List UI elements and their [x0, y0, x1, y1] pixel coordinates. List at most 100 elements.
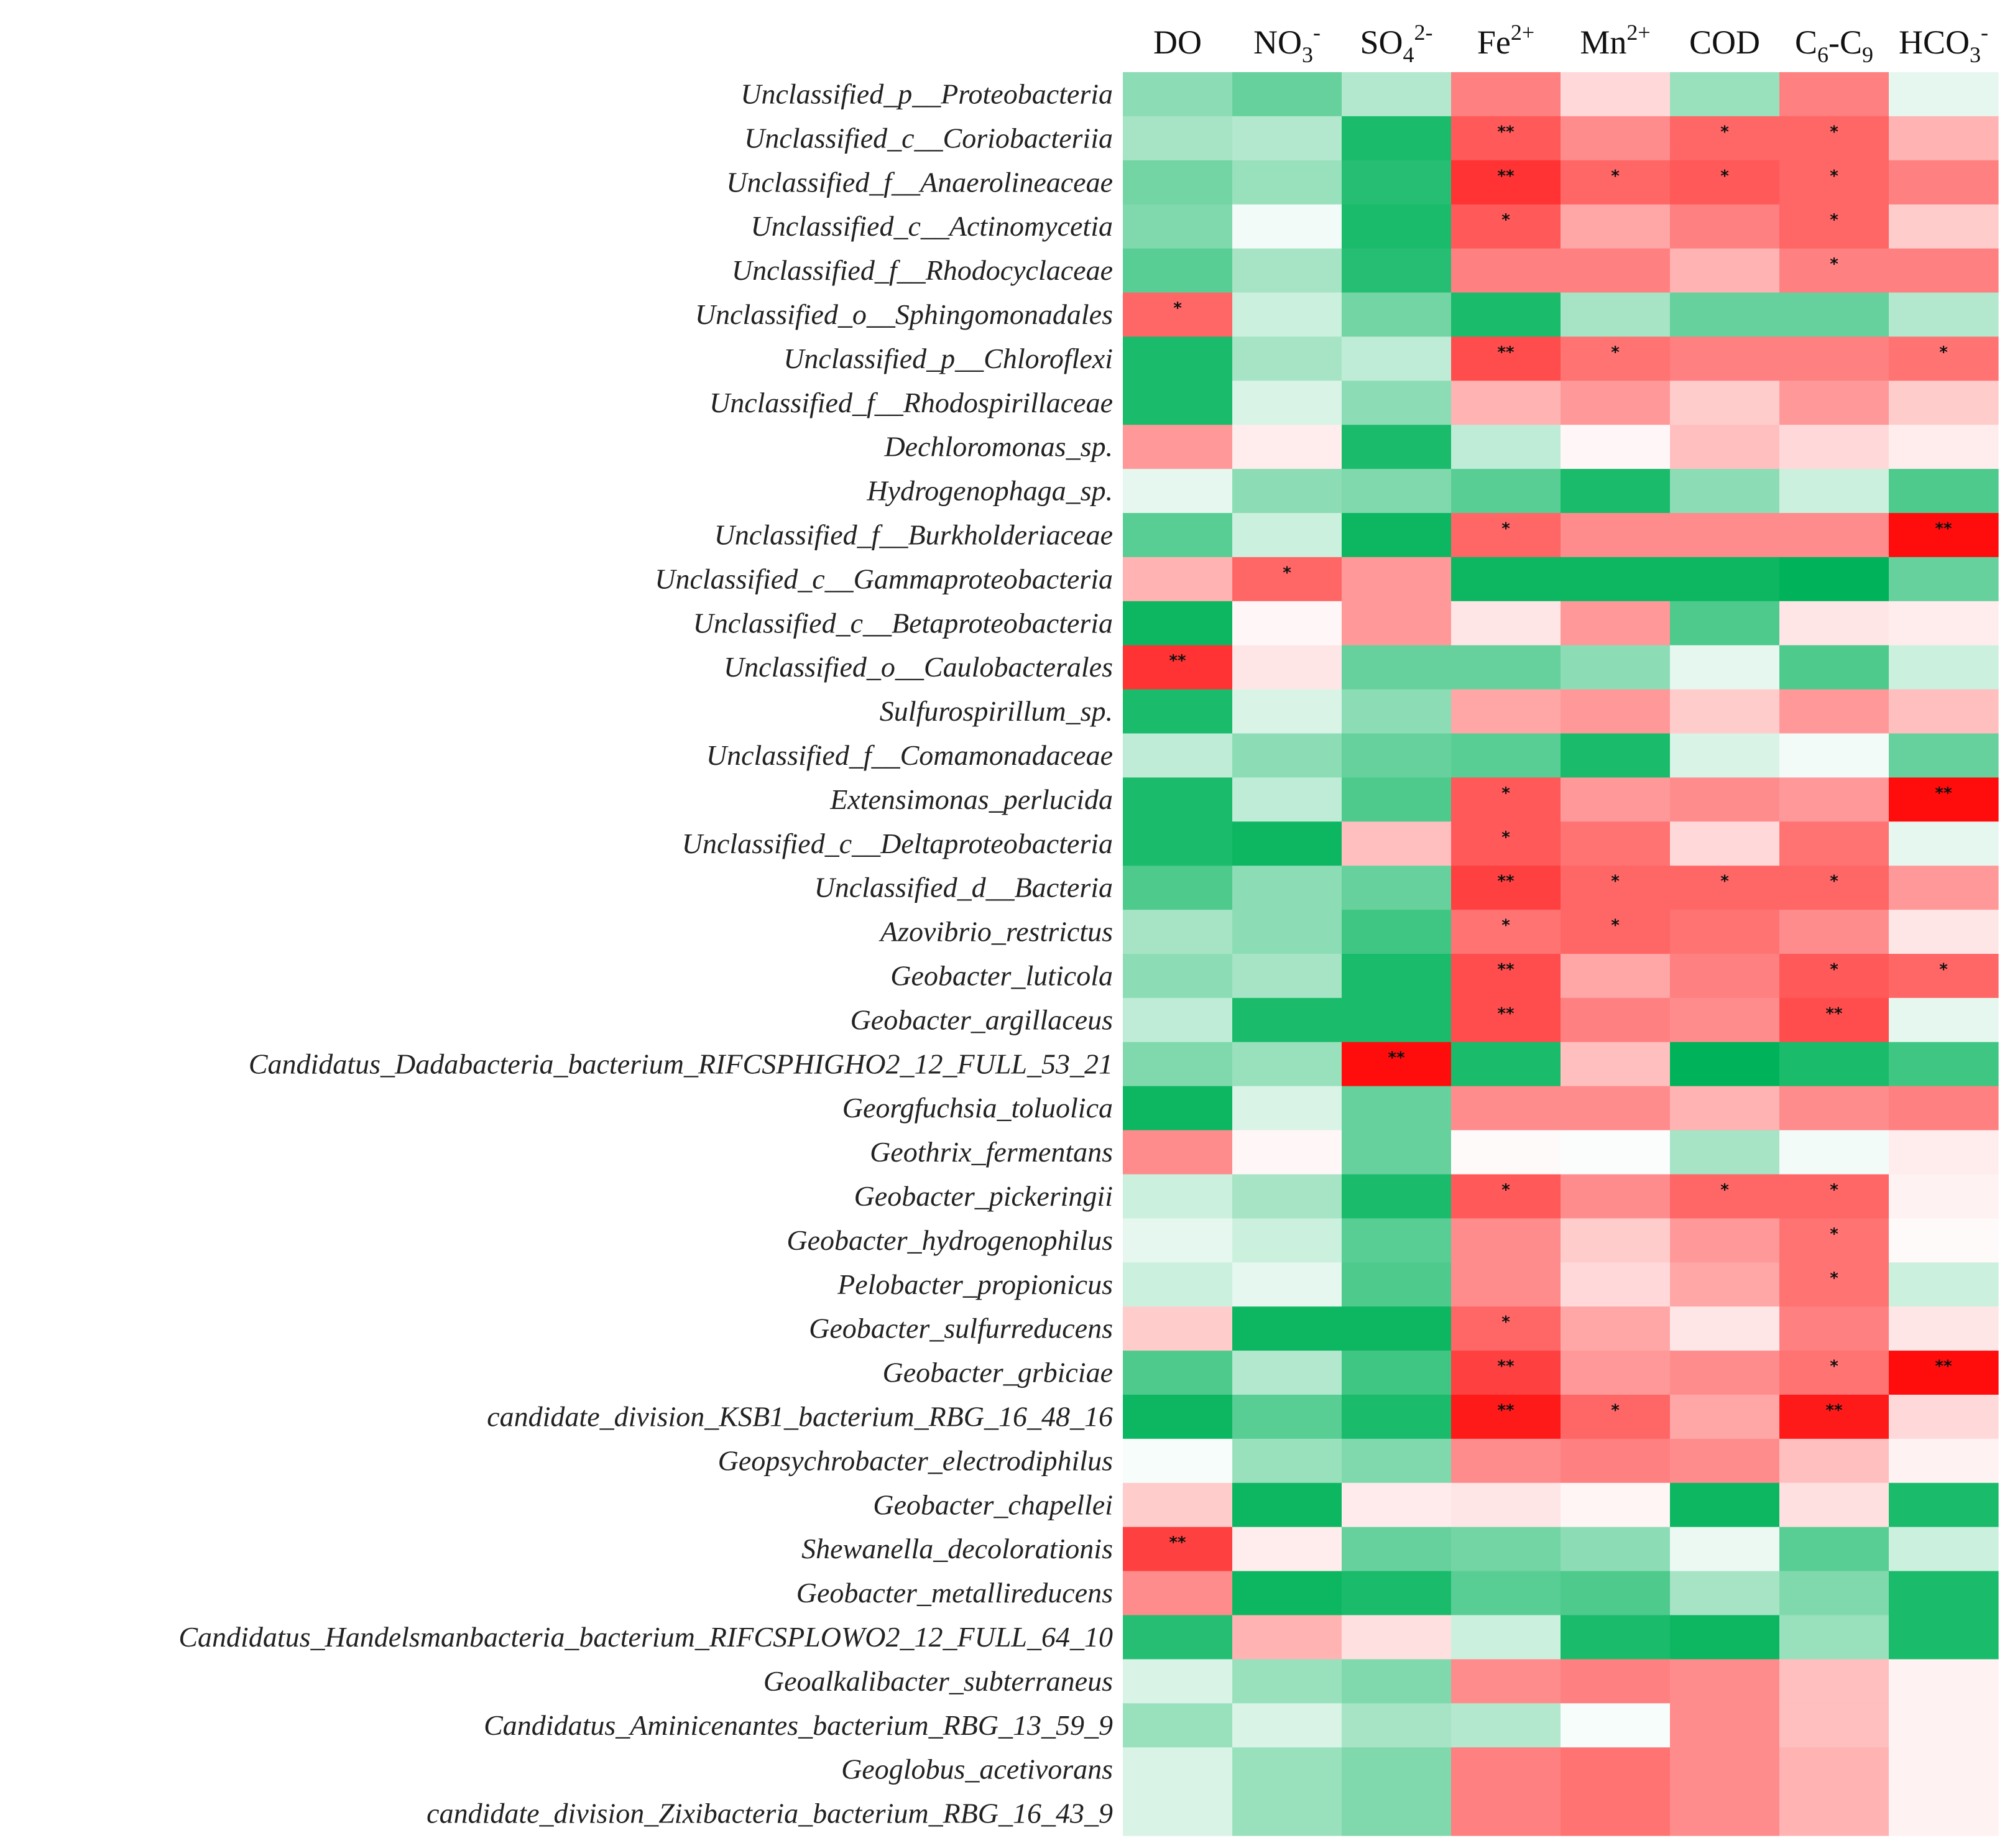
heatmap-cell [1779, 381, 1889, 425]
heatmap-cell [1779, 513, 1889, 558]
heatmap-cell [1232, 1351, 1342, 1395]
heatmap-cell [1123, 116, 1233, 161]
heatmap-cell [1889, 821, 1999, 866]
heatmap-cell [1670, 645, 1780, 690]
heatmap-cell [1561, 954, 1671, 999]
heatmap-cell [1561, 116, 1671, 161]
heatmap-cell [1670, 733, 1780, 778]
row-label: Unclassified_c__Betaproteobacteria [693, 607, 1113, 639]
heatmap-cell [1779, 1527, 1889, 1572]
heatmap-cell [1451, 733, 1561, 778]
significance-mark: * [1720, 1181, 1729, 1199]
heatmap-cell [1779, 821, 1889, 866]
heatmap-cell [1561, 821, 1671, 866]
heatmap-cell [1561, 1042, 1671, 1087]
heatmap-cell [1451, 292, 1561, 337]
heatmap-cell [1342, 1571, 1452, 1616]
heatmap-cell [1123, 645, 1233, 690]
row-label: Sulfurospirillum_sp. [880, 695, 1113, 727]
heatmap-cell [1451, 910, 1561, 954]
row-label: Unclassified_o__Caulobacterales [724, 651, 1113, 683]
heatmap-cell [1451, 777, 1561, 822]
heatmap-cell [1123, 997, 1233, 1043]
significance-mark: ** [1497, 1401, 1515, 1420]
heatmap-cell [1342, 733, 1452, 778]
row-label: Unclassified_d__Bacteria [814, 872, 1113, 903]
heatmap-cell [1123, 1306, 1233, 1351]
heatmap-cell [1561, 866, 1671, 910]
heatmap-cell [1232, 1438, 1342, 1484]
heatmap-cell [1670, 1306, 1780, 1351]
heatmap-cell [1232, 1527, 1342, 1572]
significance-mark: * [1830, 960, 1838, 979]
heatmap-cell [1889, 997, 1999, 1043]
row-label: Unclassified_c__Deltaproteobacteria [682, 828, 1113, 859]
heatmap-cell [1342, 1130, 1452, 1175]
heatmap-cell [1889, 1659, 1999, 1704]
significance-mark: ** [1935, 519, 1952, 538]
significance-mark: * [1173, 299, 1182, 318]
row-label: Azovibrio_restrictus [878, 916, 1113, 948]
heatmap-cell [1232, 1659, 1342, 1704]
heatmap-cell [1670, 866, 1780, 910]
significance-mark: * [1611, 872, 1620, 891]
heatmap-cell [1889, 866, 1999, 910]
heatmap-cell [1342, 689, 1452, 734]
heatmap-cell [1779, 116, 1889, 161]
heatmap-cell [1889, 513, 1999, 558]
row-label: Unclassified_c__Actinomycetia [750, 210, 1113, 242]
heatmap-cell [1670, 997, 1780, 1043]
heatmap-cell [1342, 336, 1452, 381]
heatmap-cell [1123, 1791, 1233, 1836]
heatmap-cell [1342, 1482, 1452, 1528]
row-label: candidate_division_KSB1_bacterium_RBG_16… [487, 1400, 1113, 1432]
heatmap-cell [1779, 557, 1889, 602]
heatmap-cell [1779, 469, 1889, 514]
row-label: Extensimonas_perlucida [829, 783, 1113, 815]
heatmap-cell [1779, 1395, 1889, 1439]
heatmap-cell [1342, 425, 1452, 469]
heatmap-cell [1779, 910, 1889, 954]
heatmap-cell [1889, 1615, 1999, 1660]
heatmap-cell [1451, 645, 1561, 690]
heatmap-cell [1779, 1791, 1889, 1836]
heatmap-cell [1123, 777, 1233, 822]
heatmap-cell [1342, 821, 1452, 866]
heatmap-cell [1232, 1615, 1342, 1660]
heatmap-cell [1123, 1659, 1233, 1704]
heatmap-cell [1779, 248, 1889, 293]
heatmap-cell [1670, 513, 1780, 558]
heatmap-cell [1451, 116, 1561, 161]
significance-mark: * [1501, 828, 1510, 847]
heatmap-cell [1889, 116, 1999, 161]
row-label: Geobacter_hydrogenophilus [786, 1224, 1113, 1256]
significance-mark: ** [1497, 167, 1515, 185]
heatmap-cell [1342, 292, 1452, 337]
heatmap-cell [1123, 72, 1233, 117]
heatmap-cell [1889, 1527, 1999, 1572]
heatmap-cell [1342, 1086, 1452, 1131]
heatmap-cell [1232, 72, 1342, 117]
heatmap-cell [1342, 1438, 1452, 1484]
heatmap-cell [1779, 204, 1889, 249]
heatmap-cell [1670, 1395, 1780, 1439]
heatmap-cell [1561, 160, 1671, 205]
row-label: Shewanella_decolorationis [801, 1533, 1113, 1564]
heatmap-cell [1889, 248, 1999, 293]
heatmap-cell [1561, 1086, 1671, 1131]
column-labels: DO NO3- SO42- Fe2+ Mn2+ COD C6-C9 HCO3- [1153, 20, 1988, 67]
heatmap-cell [1779, 1086, 1889, 1131]
heatmap-cell [1232, 1042, 1342, 1087]
row-label: Unclassified_f__Comamonadaceae [706, 739, 1113, 771]
heatmap-cell [1342, 160, 1452, 205]
row-label: Unclassified_f__Anaerolineaceae [726, 166, 1113, 198]
heatmap-cell [1342, 1218, 1452, 1263]
heatmap-cell [1670, 1527, 1780, 1572]
heatmap-cell [1561, 1262, 1671, 1307]
heatmap-cell [1451, 336, 1561, 381]
heatmap-cell [1779, 1438, 1889, 1484]
row-label: Candidatus_Handelsmanbacteria_bacterium_… [178, 1621, 1113, 1653]
heatmap-cell [1670, 381, 1780, 425]
heatmap-cell [1232, 954, 1342, 999]
